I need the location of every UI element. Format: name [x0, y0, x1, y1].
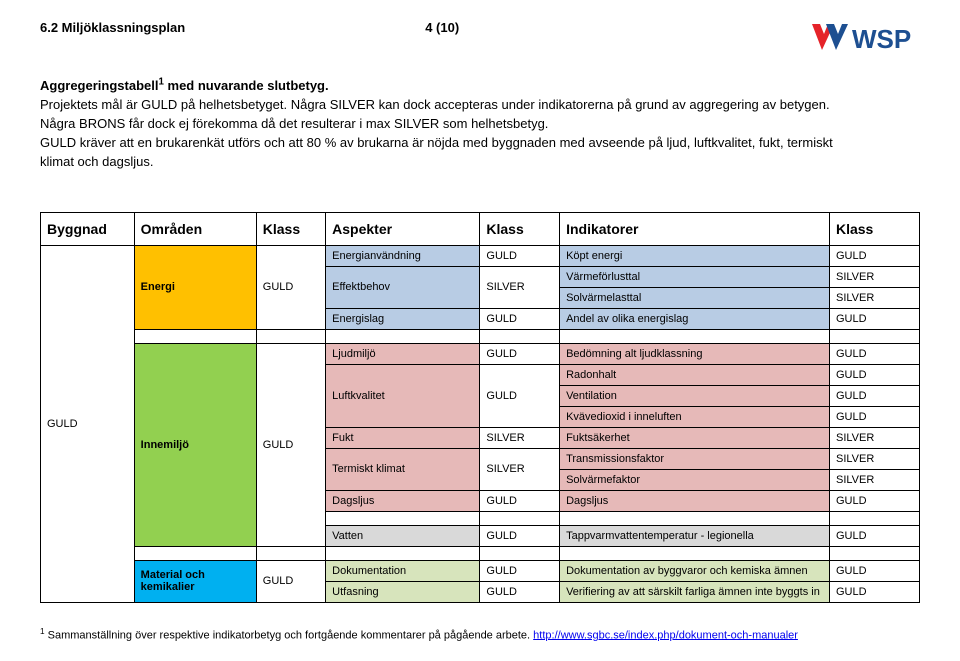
page-number: 4 (10) — [425, 20, 459, 35]
indicator-cell: Dokumentation av byggvaror och kemiska ä… — [560, 560, 830, 581]
indicator-cell: Fuktsäkerhet — [560, 427, 830, 448]
indicator-klass: GULD — [829, 560, 919, 581]
col-header: Indikatorer — [560, 212, 830, 245]
indicator-klass: GULD — [829, 406, 919, 427]
indicator-cell: Transmissionsfaktor — [560, 448, 830, 469]
indicator-cell: Bedömning alt ljudklassning — [560, 343, 830, 364]
aspect-klass: SILVER — [480, 427, 560, 448]
sep — [829, 329, 919, 343]
indicator-cell: Solvärmelasttal — [560, 287, 830, 308]
page-header: 6.2 Miljöklassningsplan 4 (10) WSP — [40, 20, 920, 56]
sep — [134, 546, 256, 560]
aspect-klass: GULD — [480, 308, 560, 329]
indicator-cell: Köpt energi — [560, 245, 830, 266]
table-row: Material och kemikalierGULDDokumentation… — [41, 560, 920, 581]
col-header: Byggnad — [41, 212, 135, 245]
aspect-klass: GULD — [480, 525, 560, 546]
aspect-klass: GULD — [480, 581, 560, 602]
sep — [326, 546, 480, 560]
sep — [256, 546, 325, 560]
area-klass: GULD — [256, 245, 325, 329]
aspect-klass: GULD — [480, 343, 560, 364]
area-klass: GULD — [256, 343, 325, 546]
aspect-cell: Fukt — [326, 427, 480, 448]
indicator-cell: Andel av olika energislag — [560, 308, 830, 329]
col-header: Klass — [480, 212, 560, 245]
indicator-klass: GULD — [829, 385, 919, 406]
indicator-klass: SILVER — [829, 448, 919, 469]
footnote: 1 Sammanställning över respektive indika… — [40, 627, 920, 642]
aggregation-table: ByggnadOmrådenKlassAspekterKlassIndikato… — [40, 212, 920, 603]
aspect-klass: SILVER — [480, 266, 560, 308]
indicator-klass: GULD — [829, 343, 919, 364]
aspect-klass: GULD — [480, 560, 560, 581]
col-header: Klass — [829, 212, 919, 245]
indicator-klass: SILVER — [829, 287, 919, 308]
indicator-klass: SILVER — [829, 469, 919, 490]
indicator-cell: Radonhalt — [560, 364, 830, 385]
area-name: Material och kemikalier — [134, 560, 256, 602]
indicator-cell: Dagsljus — [560, 490, 830, 511]
sep — [560, 511, 830, 525]
col-header: Klass — [256, 212, 325, 245]
sep — [829, 546, 919, 560]
aspect-cell: Ljudmiljö — [326, 343, 480, 364]
footnote-link[interactable]: http://www.sgbc.se/index.php/dokument-oc… — [533, 629, 798, 641]
area-name: Energi — [134, 245, 256, 329]
section-title: 6.2 Miljöklassningsplan — [40, 20, 185, 35]
sep — [480, 511, 560, 525]
indicator-cell: Solvärmefaktor — [560, 469, 830, 490]
sep — [326, 329, 480, 343]
aspect-klass: GULD — [480, 490, 560, 511]
table-row: GULDEnergiGULDEnergianvändningGULDKöpt e… — [41, 245, 920, 266]
aspect-cell: Dagsljus — [326, 490, 480, 511]
area-name: Innemiljö — [134, 343, 256, 546]
aspect-cell: Dokumentation — [326, 560, 480, 581]
aspect-klass: GULD — [480, 364, 560, 427]
indicator-klass: GULD — [829, 490, 919, 511]
intro-text: Aggregeringstabell1 med nuvarande slutbe… — [40, 76, 860, 172]
wsp-logo: WSP — [810, 20, 920, 56]
aspect-cell: Utfasning — [326, 581, 480, 602]
aspect-cell: Energislag — [326, 308, 480, 329]
sep — [326, 511, 480, 525]
col-header: Områden — [134, 212, 256, 245]
aspect-cell: Effektbehov — [326, 266, 480, 308]
indicator-klass: GULD — [829, 245, 919, 266]
sep — [480, 329, 560, 343]
indicator-klass: SILVER — [829, 427, 919, 448]
aspect-cell: Termiskt klimat — [326, 448, 480, 490]
aspect-cell: Luftkvalitet — [326, 364, 480, 427]
aspect-klass: GULD — [480, 245, 560, 266]
indicator-cell: Kvävedioxid i inneluften — [560, 406, 830, 427]
separator-row — [41, 329, 920, 343]
indicator-cell: Ventilation — [560, 385, 830, 406]
indicator-klass: SILVER — [829, 266, 919, 287]
aspect-cell: Vatten — [326, 525, 480, 546]
sep — [134, 329, 256, 343]
building-cell: GULD — [41, 245, 135, 602]
area-klass: GULD — [256, 560, 325, 602]
sep — [256, 329, 325, 343]
table-header-row: ByggnadOmrådenKlassAspekterKlassIndikato… — [41, 212, 920, 245]
indicator-klass: GULD — [829, 308, 919, 329]
sep — [560, 329, 830, 343]
indicator-cell: Tappvarmvattentemperatur - legionella — [560, 525, 830, 546]
sep — [480, 546, 560, 560]
table-row: InnemiljöGULDLjudmiljöGULDBedömning alt … — [41, 343, 920, 364]
separator-row — [41, 546, 920, 560]
sep — [560, 546, 830, 560]
indicator-klass: GULD — [829, 364, 919, 385]
aspect-cell: Energianvändning — [326, 245, 480, 266]
sep — [829, 511, 919, 525]
aspect-klass: SILVER — [480, 448, 560, 490]
indicator-klass: GULD — [829, 581, 919, 602]
indicator-cell: Verifiering av att särskilt farliga ämne… — [560, 581, 830, 602]
col-header: Aspekter — [326, 212, 480, 245]
indicator-cell: Värmeförlusttal — [560, 266, 830, 287]
indicator-klass: GULD — [829, 525, 919, 546]
svg-text:WSP: WSP — [852, 24, 911, 54]
